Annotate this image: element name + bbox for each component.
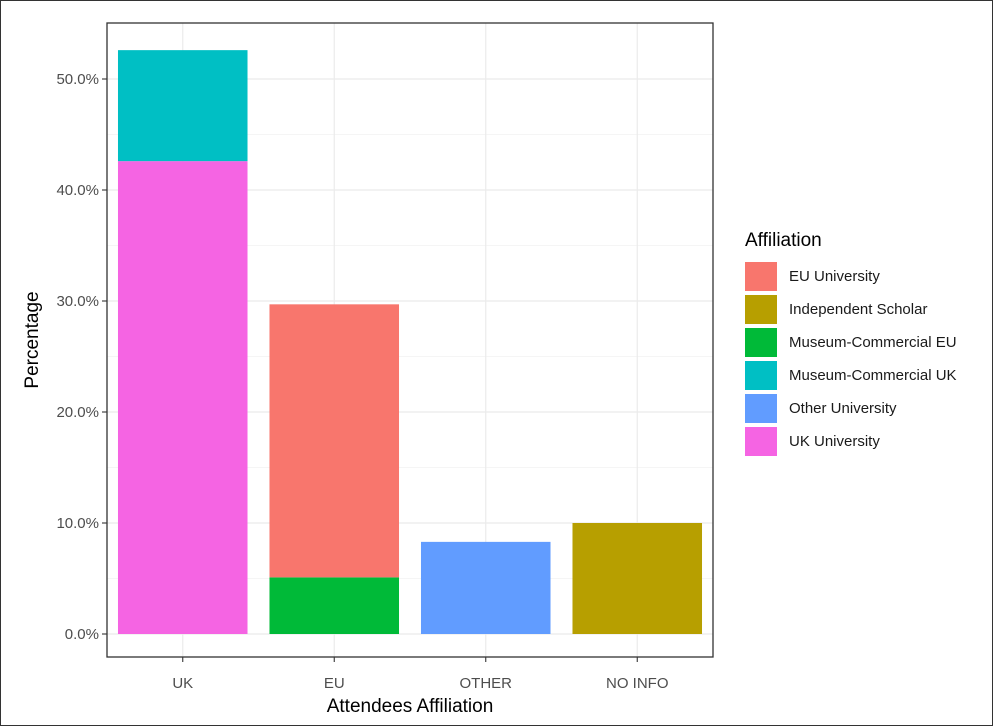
legend-item: UK University [745, 425, 957, 458]
bar-no-info-independent-scholar [572, 523, 703, 634]
legend-label: Museum-Commercial UK [789, 367, 957, 384]
y-tick-label: 0.0% [65, 626, 99, 643]
legend-swatch [745, 262, 777, 291]
y-tick-label: 40.0% [56, 182, 99, 199]
legend-swatch [745, 328, 777, 357]
plot-border [106, 22, 714, 658]
x-axis: UK EU OTHER NO INFO [172, 657, 669, 692]
x-tick-label: EU [324, 675, 345, 692]
legend-swatch [745, 361, 777, 390]
y-axis: 0.0% 10.0% 20.0% 30.0% 40.0% 50.0% [56, 71, 107, 643]
bar-eu-museum-commercial-eu [269, 577, 400, 634]
legend-items: EU University Independent Scholar Museum-C… [745, 260, 957, 458]
legend-item: Independent Scholar [745, 293, 957, 326]
bar-eu-eu-university [269, 304, 400, 578]
bar-other-other-university [420, 541, 551, 634]
x-tick-label: UK [172, 675, 193, 692]
legend-label: Independent Scholar [789, 301, 928, 318]
legend: Affiliation EU University Independent Sch… [745, 230, 957, 458]
bars [117, 50, 703, 634]
x-tick-label: OTHER [460, 675, 513, 692]
legend-swatch [745, 427, 777, 456]
legend-title: Affiliation [745, 230, 822, 251]
legend-swatch [745, 394, 777, 423]
y-tick-label: 10.0% [56, 515, 99, 532]
legend-item: Museum-Commercial EU [745, 326, 957, 359]
y-tick-label: 50.0% [56, 71, 99, 88]
legend-item: EU University [745, 260, 957, 293]
legend-label: EU University [789, 268, 880, 285]
bar-uk-museum-commercial-uk [117, 50, 248, 162]
legend-label: UK University [789, 433, 880, 450]
legend-label: Other University [789, 400, 897, 417]
x-tick-label: NO INFO [606, 675, 669, 692]
y-tick-label: 20.0% [56, 404, 99, 421]
y-tick-label: 30.0% [56, 293, 99, 310]
y-axis-title: Percentage [22, 291, 43, 388]
bar-uk-uk-university [117, 161, 248, 634]
legend-item: Other University [745, 392, 957, 425]
legend-item: Museum-Commercial UK [745, 359, 957, 392]
legend-label: Museum-Commercial EU [789, 334, 957, 351]
x-axis-title: Attendees Affiliation [327, 696, 494, 717]
legend-swatch [745, 295, 777, 324]
